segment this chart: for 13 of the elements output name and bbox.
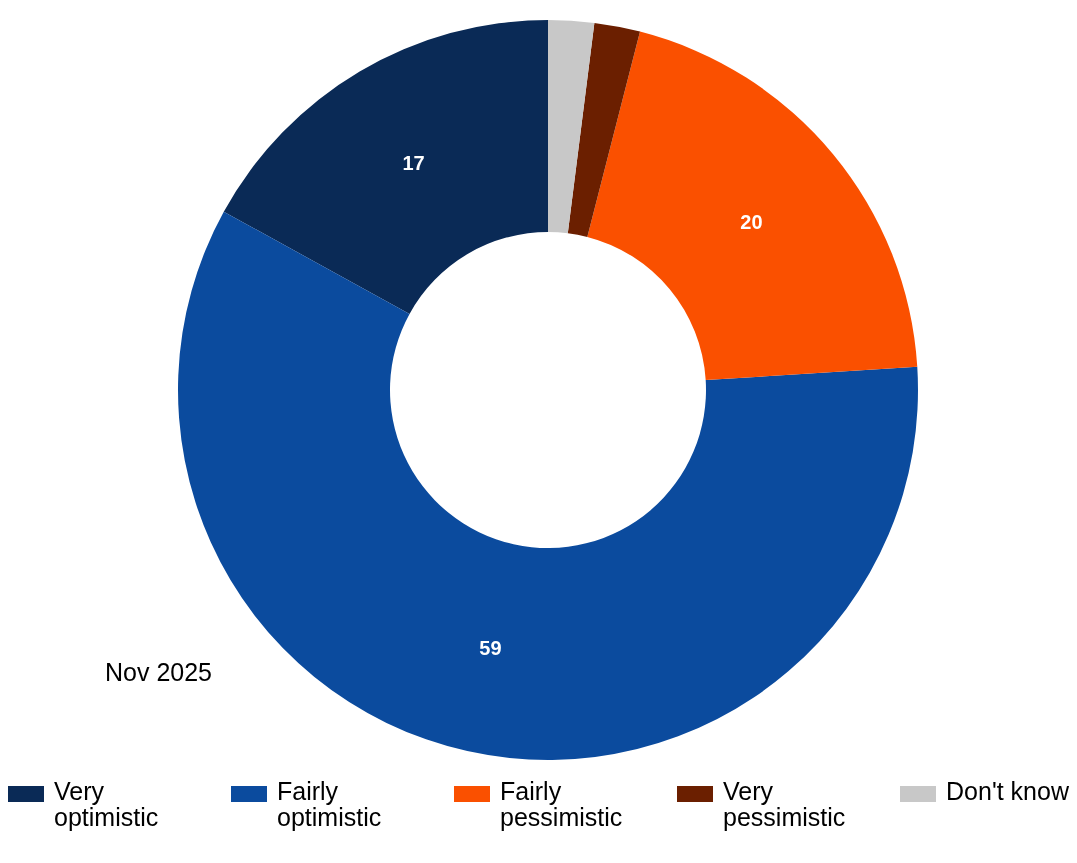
donut-slice xyxy=(567,22,641,237)
legend-label: Fairly pessimistic xyxy=(500,777,624,831)
data-label: 17 xyxy=(402,151,425,174)
legend-label: Don't know xyxy=(946,777,1069,805)
text: Nov 2025 xyxy=(105,658,213,687)
data-label: 59 xyxy=(479,636,502,659)
legend-label: Very pessimistic xyxy=(723,777,847,831)
legend-label: Fairly optimistic xyxy=(277,777,383,831)
donut-slice xyxy=(587,31,918,381)
data-label: 20 xyxy=(740,210,763,233)
donut-slice xyxy=(548,20,595,234)
donut-slice xyxy=(223,20,548,314)
legend-label: Very optimistic xyxy=(54,777,160,831)
